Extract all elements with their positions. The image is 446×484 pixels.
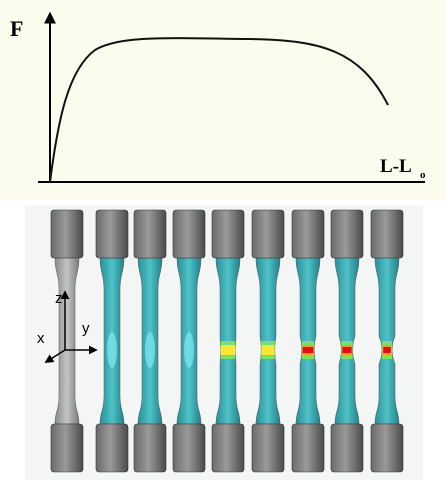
strain-band-mid [261, 345, 275, 355]
top-grip [211, 209, 245, 259]
strain-band-peak [302, 347, 314, 353]
bottom-grip [95, 423, 129, 473]
top-grip [251, 209, 285, 259]
top-grip [133, 209, 167, 259]
bottom-grip [291, 423, 325, 473]
bottom-grip [330, 423, 364, 473]
graph-background [0, 0, 446, 200]
x-arrow [44, 349, 66, 363]
top-grip [330, 209, 364, 259]
strain-band-mid [220, 345, 236, 355]
force-curve [49, 37, 389, 183]
specimens [50, 209, 404, 473]
y-label: y [82, 320, 90, 337]
bottom-grip [50, 423, 84, 473]
x-label: x [37, 330, 45, 347]
strain-band-peak [342, 347, 352, 353]
x-axis-label-subscript: o [420, 169, 426, 181]
top-grip [291, 209, 325, 259]
strain-band-peak [383, 347, 391, 353]
bottom-grip [370, 423, 404, 473]
top-grip [50, 209, 84, 259]
bottom-grip [172, 423, 206, 473]
bottom-grip [133, 423, 167, 473]
strain-glow [184, 332, 194, 368]
bottom-grip [211, 423, 245, 473]
axes-triad: z y x [37, 290, 98, 363]
strain-glow [107, 332, 117, 368]
z-label: z [55, 290, 63, 307]
bottom-grip [251, 423, 285, 473]
top-grip [172, 209, 206, 259]
strain-glow [145, 332, 155, 368]
top-grip [370, 209, 404, 259]
y-axis-label: F [10, 16, 23, 41]
x-axis-label: L-L [380, 156, 412, 177]
top-grip [95, 209, 129, 259]
